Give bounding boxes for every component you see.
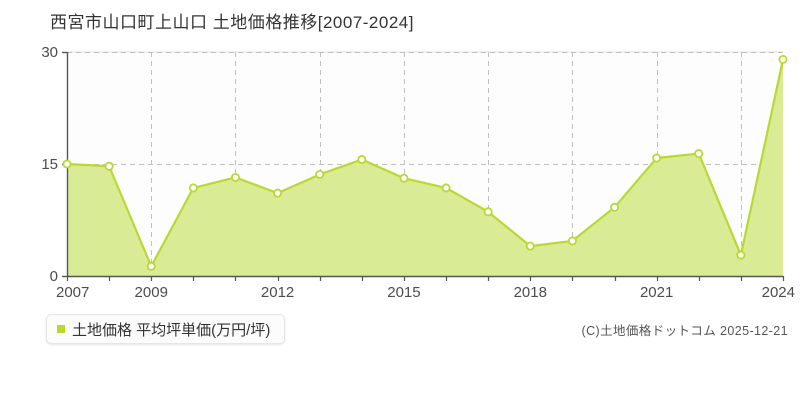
x-tick-label: 2024 <box>762 284 795 301</box>
data-point-marker[interactable]: 2016: 11.8 <box>441 183 451 193</box>
data-point-marker[interactable]: 2018: 4 <box>525 241 535 251</box>
x-tick-label: 2021 <box>640 284 673 301</box>
area-fill <box>67 59 783 276</box>
x-tick-label: 2007 <box>56 284 89 301</box>
data-point-markers: 2007: 15 2008: 14.7 2009: 1.3 2010: 11.8 201… <box>62 54 788 271</box>
data-point-marker[interactable]: 2007: 15 <box>62 159 72 169</box>
data-point-marker[interactable]: 2010: 11.8 <box>188 183 198 193</box>
data-point-marker[interactable]: 2017: 8.6 <box>483 207 493 217</box>
data-point-marker[interactable]: 2013: 13.6 <box>315 169 325 179</box>
axis-tick-labels: 0 15 30 2007 2009 2012 2015 2018 2021 2024 <box>41 44 795 301</box>
y-tick-label: 15 <box>41 156 58 173</box>
x-tick-label: 2012 <box>261 284 294 301</box>
data-point-marker[interactable]: 2023: 2.8 <box>736 250 746 260</box>
x-tick-label: 2015 <box>387 284 420 301</box>
data-point-marker[interactable]: 2009: 1.3 <box>146 261 156 271</box>
y-tick-label: 30 <box>41 44 58 61</box>
data-point-marker[interactable]: 2019: 4.7 <box>567 236 577 246</box>
data-point-marker[interactable]: 2020: 9.2 <box>610 202 620 212</box>
chart-legend[interactable]: 土地価格 平均坪単価(万円/坪) <box>46 314 286 344</box>
data-point-marker[interactable]: 2015: 13.1 <box>399 173 409 183</box>
data-point-marker[interactable]: 2024: 29 <box>778 54 788 64</box>
y-tick-label: 0 <box>50 268 58 285</box>
data-point-marker[interactable]: 2022: 16.4 <box>694 149 704 159</box>
data-point-marker[interactable]: 2021: 15.8 <box>652 153 662 163</box>
data-line <box>65 58 785 268</box>
data-point-marker[interactable]: 2014: 15.6 <box>357 155 367 165</box>
x-tick-label: 2018 <box>514 284 547 301</box>
data-point-marker[interactable]: 2012: 11.1 <box>273 188 283 198</box>
x-tick-label: 2009 <box>135 284 168 301</box>
legend-label: 土地価格 平均坪単価(万円/坪) <box>72 321 271 339</box>
data-point-marker[interactable]: 2008: 14.7 <box>104 161 114 171</box>
page-title: 西宮市山口町上山口 土地価格推移[2007-2024] <box>50 13 414 32</box>
copyright-credit: (C)土地価格ドットコム 2025-12-21 <box>581 324 788 338</box>
legend-swatch-icon <box>57 325 65 333</box>
data-point-marker[interactable]: 2011: 13.2 <box>230 172 240 182</box>
